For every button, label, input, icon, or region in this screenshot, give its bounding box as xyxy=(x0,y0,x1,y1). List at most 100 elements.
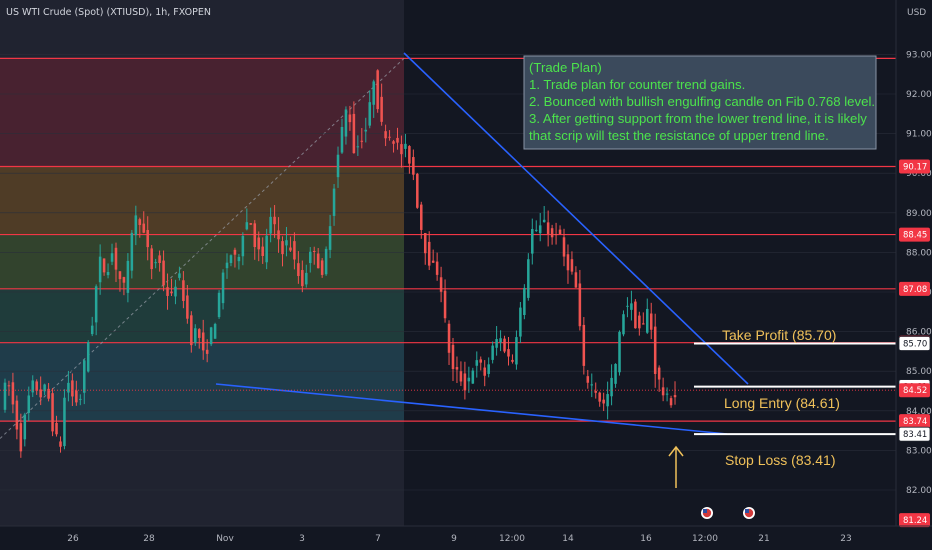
candle-body xyxy=(657,367,661,380)
candle-body xyxy=(269,216,272,234)
long-entry-label: Long Entry (84.61) xyxy=(724,395,840,411)
candle-body xyxy=(213,323,217,339)
price-tag-label: 81.24 xyxy=(903,516,927,526)
y-tick-label: 84.00 xyxy=(906,407,932,417)
candle-body xyxy=(75,390,78,403)
x-tick-label: 23 xyxy=(840,534,851,544)
price-tags: 90.1788.4587.0885.7285.7084.6184.5283.74… xyxy=(898,159,931,528)
candle-body xyxy=(194,328,197,343)
x-axis: 26 28 Nov 3 7 9 12:00 14 16 12:00 21 23 xyxy=(67,534,851,544)
upper-trendline xyxy=(403,52,749,385)
up-arrow-icon xyxy=(668,445,684,488)
candle-body xyxy=(645,308,649,333)
price-tag-label: 85.70 xyxy=(903,339,927,349)
price-tag-box xyxy=(898,426,931,442)
candle-body xyxy=(542,219,546,223)
candle-body xyxy=(233,249,237,255)
candle-body xyxy=(527,259,530,298)
candle-body xyxy=(261,246,264,257)
candle-body xyxy=(554,234,558,236)
candle-body xyxy=(423,232,427,254)
candle-body xyxy=(7,385,11,387)
stop-loss-label: Stop Loss (83.41) xyxy=(725,452,836,468)
candle-body xyxy=(344,109,348,137)
candle-body xyxy=(225,262,229,269)
candle-body xyxy=(273,216,276,225)
trade-plan-note-box xyxy=(523,55,877,150)
candle-body xyxy=(412,157,415,175)
candle-body xyxy=(420,204,423,230)
candle-body xyxy=(590,384,594,386)
candle-body xyxy=(546,222,550,234)
candle-body xyxy=(134,215,138,236)
candle-body xyxy=(249,223,253,225)
candle-body xyxy=(63,397,66,447)
candle-body xyxy=(201,332,205,351)
candle-body xyxy=(665,393,669,395)
y-tick-label: 88.00 xyxy=(906,248,932,258)
candle-body xyxy=(550,228,554,238)
candle-body xyxy=(376,70,379,110)
candle-body xyxy=(182,280,185,301)
trade-plan-line-2: 2. Bounced with bullish engulfing candle… xyxy=(529,94,875,109)
candle-body xyxy=(614,363,617,384)
price-tag-label: 83.74 xyxy=(903,417,927,427)
candle-body xyxy=(316,253,320,269)
price-tag-label: 87.08 xyxy=(903,285,927,295)
candle-body xyxy=(408,146,411,164)
candle-body xyxy=(328,226,332,250)
candle-body xyxy=(178,273,181,278)
candle-body xyxy=(142,223,146,233)
candle-body xyxy=(594,391,597,393)
candle-body xyxy=(459,371,463,382)
x-tick-label: Nov xyxy=(216,534,234,544)
candle-body xyxy=(47,388,50,399)
candle-body xyxy=(661,387,665,396)
candle-body xyxy=(360,140,364,142)
candle-body xyxy=(150,248,153,270)
candle-body xyxy=(566,254,570,271)
candle-body xyxy=(67,382,70,393)
candle-body xyxy=(289,247,292,251)
y-tick-label: 93.00 xyxy=(906,50,932,60)
candle-body xyxy=(31,380,35,393)
dark-overlay xyxy=(0,0,404,526)
candle-body xyxy=(19,423,23,452)
candle-body xyxy=(364,129,368,132)
x-tick-label: 12:00 xyxy=(499,534,525,544)
candle-body xyxy=(43,384,46,392)
x-tick-label: 3 xyxy=(299,534,305,544)
candle-body xyxy=(562,237,566,257)
candle-body xyxy=(404,143,407,149)
candle-body xyxy=(15,400,19,430)
candle-body xyxy=(606,394,609,407)
price-tag-box xyxy=(898,336,931,351)
candle-body xyxy=(221,272,225,304)
candle-body xyxy=(483,367,486,376)
candle-body xyxy=(570,259,574,272)
candle-body xyxy=(523,287,526,315)
candle-body xyxy=(162,260,165,286)
lower-trendline xyxy=(215,383,728,435)
candle-body xyxy=(443,290,447,319)
candle-body xyxy=(416,173,419,208)
candle-body xyxy=(396,137,399,143)
candle-body xyxy=(114,247,118,270)
candle-body xyxy=(265,235,268,263)
y-tick-label: 86.00 xyxy=(906,328,932,338)
us-flag-event-icon-2[interactable] xyxy=(743,507,755,519)
y-tick-label: 90.00 xyxy=(906,169,932,179)
candle-body xyxy=(340,127,344,153)
candle-body xyxy=(491,345,494,360)
candle-body xyxy=(336,154,340,178)
candle-body xyxy=(427,241,431,266)
candle-body xyxy=(86,342,90,372)
candle-body xyxy=(598,392,601,402)
candle-body xyxy=(638,315,641,329)
candle-body xyxy=(197,329,201,338)
candle-body xyxy=(622,314,625,335)
candle-body xyxy=(586,376,590,383)
trade-plan-note[interactable]: (Trade Plan) 1. Trade plan for counter t… xyxy=(523,55,877,150)
us-flag-event-icon-1[interactable] xyxy=(701,507,713,519)
